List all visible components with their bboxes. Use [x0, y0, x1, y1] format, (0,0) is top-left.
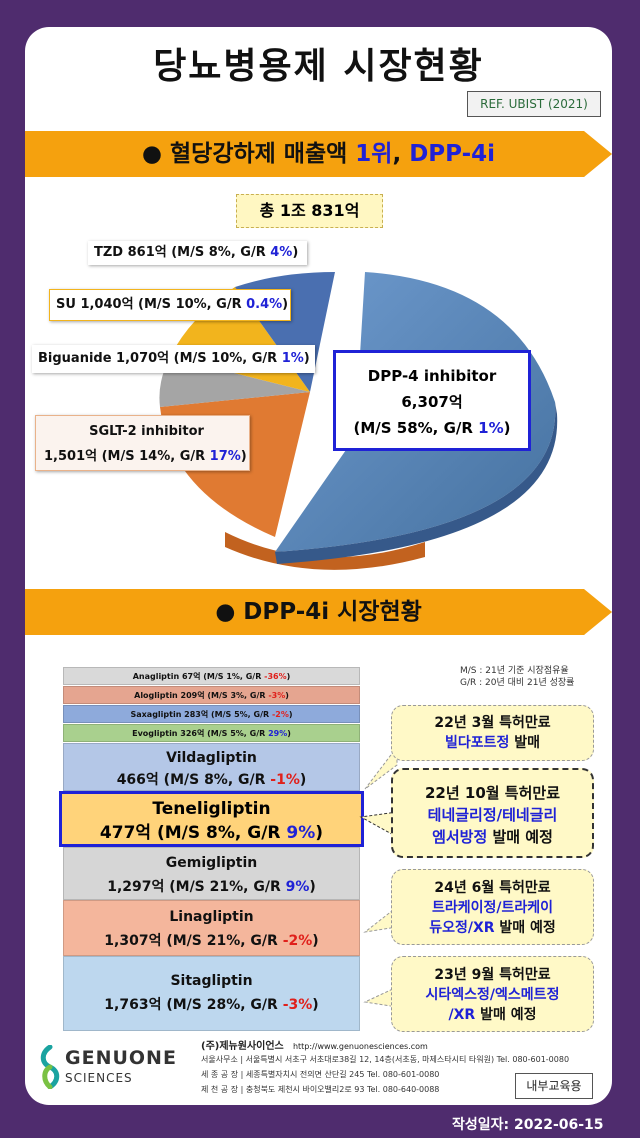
logo-subtext: SCIENCES — [65, 1071, 133, 1085]
logo-text: GENUONE — [65, 1047, 177, 1069]
bar-vildagliptin: Vildagliptin 466억 (M/S 8%, G/R -1%) — [63, 743, 360, 791]
legend-note: M/S : 21년 기준 시장점유율 G/R : 20년 대비 21년 성장률 — [460, 666, 575, 688]
genuone-logo-icon — [40, 1045, 60, 1089]
callout-teneligliptin: 22년 10월 특허만료 테네글리정/테네글리 엠서방정 발매 예정 — [391, 768, 594, 858]
callout-linagliptin: 24년 6월 특허만료 트라케이정/트라케이 듀오정/XR 발매 예정 — [391, 869, 594, 945]
bar-gemigliptin: Gemigliptin 1,297억 (M/S 21%, G/R 9%) — [63, 847, 360, 900]
created-date: 작성일자: 2022-06-15 — [452, 1117, 604, 1133]
company-url[interactable]: http://www.genuonesciences.com — [292, 1042, 428, 1051]
banner-dpp4-market: ● DPP-4i 시장현황 — [25, 589, 612, 635]
bar-anagliptin: Anagliptin 67억 (M/S 1%, G/R -36%) — [63, 667, 360, 685]
label-dpp4: DPP-4 inhibitor 6,307억 (M/S 58%, G/R 1%) — [333, 350, 531, 451]
company-line: (주)제뉴원사이언스 http://www.genuonesciences.co… — [201, 1041, 428, 1052]
address-seoul: 서울사무소 | 서울특별시 서초구 서초대로38길 12, 14층(서초동, 마… — [201, 1055, 570, 1064]
bar-teneligliptin: Teneligliptin 477억 (M/S 8%, G/R 9%) — [59, 791, 364, 847]
label-sglt2: SGLT-2 inhibitor 1,501억 (M/S 14%, G/R 17… — [35, 415, 250, 471]
bar-saxagliptin: Saxagliptin 283억 (M/S 5%, G/R -2%) — [63, 705, 360, 723]
reference-badge: REF. UBIST (2021) — [467, 91, 601, 117]
bar-sitagliptin: Sitagliptin 1,763억 (M/S 28%, G/R -3%) — [63, 956, 360, 1031]
page-title: 당뇨병용제 시장현황 — [153, 46, 484, 87]
callout-sitagliptin: 23년 9월 특허만료 시타엑스정/엑스메트정 /XR 발매 예정 — [391, 956, 594, 1032]
bar-alogliptin: Alogliptin 209억 (M/S 3%, G/R -3%) — [63, 686, 360, 704]
label-su: SU 1,040억 (M/S 10%, G/R 0.4%) — [49, 289, 291, 321]
infographic-card: 당뇨병용제 시장현황 REF. UBIST (2021) ● 혈당강하제 매출액… — [25, 27, 612, 1105]
address-jecheon: 제 천 공 장 | 충청북도 제천시 바이오밸리2로 93 Tel. 080-6… — [201, 1085, 440, 1094]
label-tzd: TZD 861억 (M/S 8%, G/R 4%) — [88, 241, 307, 265]
address-sejong: 세 종 공 장 | 세종특별자치시 전의면 산단길 245 Tel. 080-6… — [201, 1070, 440, 1079]
callout-vildagliptin: 22년 3월 특허만료 빌다포트정 발매 — [391, 705, 594, 761]
label-biguanide: Biguanide 1,070억 (M/S 10%, G/R 1%) — [32, 345, 315, 373]
bar-linagliptin: Linagliptin 1,307억 (M/S 21%, G/R -2%) — [63, 900, 360, 956]
pie-depth — [225, 532, 425, 570]
bar-evogliptin: Evogliptin 326억 (M/S 5%, G/R 29%) — [63, 724, 360, 742]
internal-use-badge: 내부교육용 — [515, 1073, 593, 1099]
total-sales: 총 1조 831억 — [236, 194, 383, 228]
banner-market-rank: ● 혈당강하제 매출액 1위, DPP-4i — [25, 131, 612, 177]
